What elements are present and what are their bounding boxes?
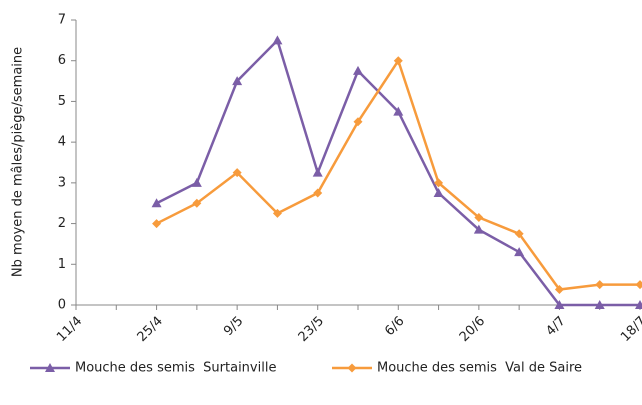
legend-item: Mouche des semis Val de Saire — [332, 361, 582, 376]
point — [433, 188, 444, 198]
x-tick-label: 4/7 — [543, 314, 568, 339]
x-tick-label: 9/5 — [221, 314, 246, 339]
y-tick-label: 1 — [58, 257, 66, 272]
x-tick-label: 11/4 — [54, 314, 85, 345]
x-tick-label: 6/6 — [382, 314, 407, 339]
x-tick-label: 23/5 — [296, 314, 327, 345]
x-tick-label: 20/6 — [457, 314, 488, 345]
legend-label: Mouche des semis Val de Saire — [377, 361, 582, 376]
point — [595, 280, 605, 290]
series-line — [156, 57, 640, 291]
point — [151, 198, 162, 208]
point — [514, 229, 524, 239]
y-tick-label: 7 — [58, 13, 66, 28]
point — [473, 224, 484, 234]
legend-label: Mouche des semis Surtainville — [75, 361, 276, 376]
point — [272, 35, 283, 45]
point — [152, 219, 162, 229]
point — [232, 168, 242, 178]
legend-item: Mouche des semis Surtainville — [30, 361, 276, 376]
point — [45, 363, 55, 372]
point — [554, 285, 564, 295]
y-tick-label: 5 — [58, 94, 66, 109]
point — [393, 106, 404, 116]
x-tick-label: 25/4 — [135, 314, 166, 345]
point — [635, 300, 642, 309]
y-tick-label: 4 — [58, 135, 66, 150]
point — [353, 65, 363, 75]
y-axis-label: Nb moyen de mâles/piège/semaine — [11, 47, 26, 277]
point — [347, 363, 357, 373]
point — [191, 177, 202, 187]
series-line — [156, 37, 640, 307]
point — [594, 300, 605, 309]
point — [353, 117, 363, 127]
y-tick-label: 3 — [58, 175, 66, 190]
point — [554, 300, 565, 309]
point — [272, 208, 282, 218]
point — [192, 198, 202, 208]
point — [434, 178, 444, 188]
y-tick-label: 0 — [58, 298, 66, 313]
y-tick-label: 2 — [58, 216, 66, 231]
point — [312, 167, 323, 177]
point — [313, 188, 323, 198]
point — [514, 247, 525, 257]
y-tick-label: 6 — [58, 53, 66, 68]
point — [393, 56, 403, 66]
point — [635, 280, 642, 290]
point — [232, 76, 243, 86]
point — [474, 212, 484, 222]
x-tick-label: 18/7 — [618, 314, 642, 345]
